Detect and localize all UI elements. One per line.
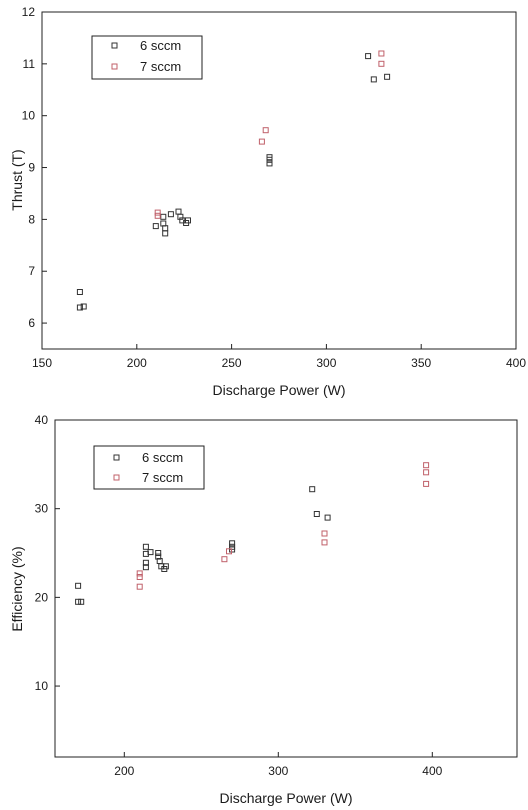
thrust-x-tick-label: 200: [127, 356, 147, 370]
thrust-point-series-1: [76, 289, 83, 295]
thrust-x-tick-label: 250: [222, 356, 242, 370]
thrust-point-series-1: [266, 160, 273, 167]
efficiency-legend-marker-7sccm: [113, 474, 120, 481]
efficiency-point-series-1: [229, 546, 236, 553]
thrust-point-series-1: [152, 223, 159, 230]
thrust-points: [76, 50, 391, 311]
thrust-x-tick-label: 400: [506, 356, 526, 370]
efficiency-point-series-1: [147, 549, 154, 556]
efficiency-y-ticks: 10 20 30 40: [35, 413, 60, 693]
thrust-x-tick-label: 350: [411, 356, 431, 370]
efficiency-x-tick-label: 300: [268, 764, 288, 778]
thrust-legend-label-6sccm: 6 sccm: [140, 38, 181, 53]
thrust-x-ticks: 150 200 250 300 350 400: [32, 344, 526, 370]
thrust-legend-marker-7sccm: [111, 63, 118, 70]
thrust-y-tick-label: 11: [23, 57, 36, 71]
efficiency-point-series-1: [75, 582, 82, 589]
efficiency-point-series-2: [136, 570, 143, 577]
efficiency-point-series-2: [226, 548, 232, 555]
efficiency-points: [75, 462, 430, 605]
efficiency-point-series-1: [142, 564, 149, 571]
thrust-point-series-1: [160, 213, 167, 220]
efficiency-point-series-2: [321, 539, 328, 546]
thrust-legend-marker-6sccm: [111, 42, 118, 49]
thrust-y-tick-label: 7: [28, 264, 35, 278]
thrust-point-series-2: [378, 60, 385, 67]
thrust-y-tick-label: 8: [28, 212, 35, 226]
thrust-point-series-1: [167, 211, 174, 218]
efficiency-point-series-1: [229, 540, 236, 547]
efficiency-point-series-1: [78, 598, 85, 605]
efficiency-point-series-2: [321, 530, 328, 537]
thrust-point-series-2: [378, 50, 385, 57]
thrust-point-series-2: [154, 212, 161, 219]
thrust-y-tick-label: 10: [22, 109, 36, 123]
efficiency-point-series-1: [324, 514, 331, 521]
thrust-point-series-1: [370, 76, 377, 83]
efficiency-point-series-2: [136, 583, 143, 590]
efficiency-plot-area: [54, 419, 518, 758]
thrust-y-tick-label: 9: [28, 161, 35, 175]
thrust-point-series-1: [175, 208, 182, 215]
efficiency-y-tick-label: 40: [35, 413, 49, 427]
efficiency-legend-box: [93, 445, 205, 490]
efficiency-point-series-2: [221, 556, 228, 563]
thrust-point-series-2: [262, 127, 269, 134]
efficiency-x-ticks: 200 300 400: [114, 752, 443, 778]
thrust-point-series-1: [162, 230, 169, 237]
thrust-plot-area: [41, 11, 517, 350]
efficiency-point-series-1: [142, 559, 149, 566]
thrust-y-tick-label: 6: [28, 316, 35, 330]
efficiency-point-series-1: [142, 543, 149, 550]
thrust-x-tick-label: 150: [32, 356, 52, 370]
thrust-point-series-1: [266, 156, 273, 163]
efficiency-point-series-2: [423, 469, 430, 476]
efficiency-point-series-1: [155, 550, 162, 556]
thrust-point-series-1: [384, 73, 391, 80]
efficiency-x-axis-title: Discharge Power (W): [219, 790, 352, 806]
thrust-x-axis-title: Discharge Power (W): [212, 382, 345, 398]
efficiency-y-tick-label: 10: [35, 679, 49, 693]
efficiency-y-tick-label: 20: [35, 590, 49, 604]
thrust-legend: 6 sccm 7 sccm: [91, 35, 203, 80]
efficiency-x-tick-label: 400: [422, 764, 442, 778]
thrust-y-ticks: 6 7 8 9 10 11 12: [22, 5, 47, 330]
efficiency-legend-label-6sccm: 6 sccm: [142, 450, 183, 465]
efficiency-point-series-2: [423, 480, 430, 487]
efficiency-point-series-1: [162, 563, 169, 570]
efficiency-x-tick-label: 200: [114, 764, 134, 778]
efficiency-point-series-1: [75, 598, 82, 605]
efficiency-y-tick-label: 30: [35, 502, 49, 516]
thrust-chart: 150 200 250 300 350 400 6 7 8 9 10 11 12 Discharge …: [9, 5, 526, 398]
efficiency-legend-marker-6sccm: [113, 454, 120, 461]
efficiency-legend: 6 sccm 7 sccm: [93, 445, 205, 490]
thrust-point-series-1: [76, 304, 83, 311]
efficiency-point-series-2: [136, 574, 143, 580]
efficiency-legend-label-7sccm: 7 sccm: [142, 470, 183, 485]
thrust-point-series-1: [80, 303, 87, 310]
thrust-y-tick-label: 12: [22, 5, 36, 19]
thrust-legend-box: [91, 35, 203, 80]
thrust-legend-label-7sccm: 7 sccm: [140, 59, 181, 74]
efficiency-point-series-1: [313, 511, 320, 517]
efficiency-y-axis-title: Efficiency (%): [9, 546, 25, 631]
thrust-point-series-1: [185, 217, 191, 224]
thrust-y-axis-title: Thrust (T): [9, 149, 25, 210]
thrust-point-series-1: [365, 53, 372, 60]
thrust-point-series-1: [177, 213, 184, 220]
efficiency-chart: 200 300 400 10 20 30 40 Discharge Power (W) E…: [9, 413, 518, 806]
thrust-x-tick-label: 300: [316, 356, 336, 370]
efficiency-point-series-1: [155, 553, 162, 560]
efficiency-point-series-1: [309, 486, 316, 493]
thrust-point-series-2: [154, 209, 161, 216]
thrust-point-series-2: [258, 138, 265, 145]
efficiency-point-series-2: [423, 462, 430, 469]
